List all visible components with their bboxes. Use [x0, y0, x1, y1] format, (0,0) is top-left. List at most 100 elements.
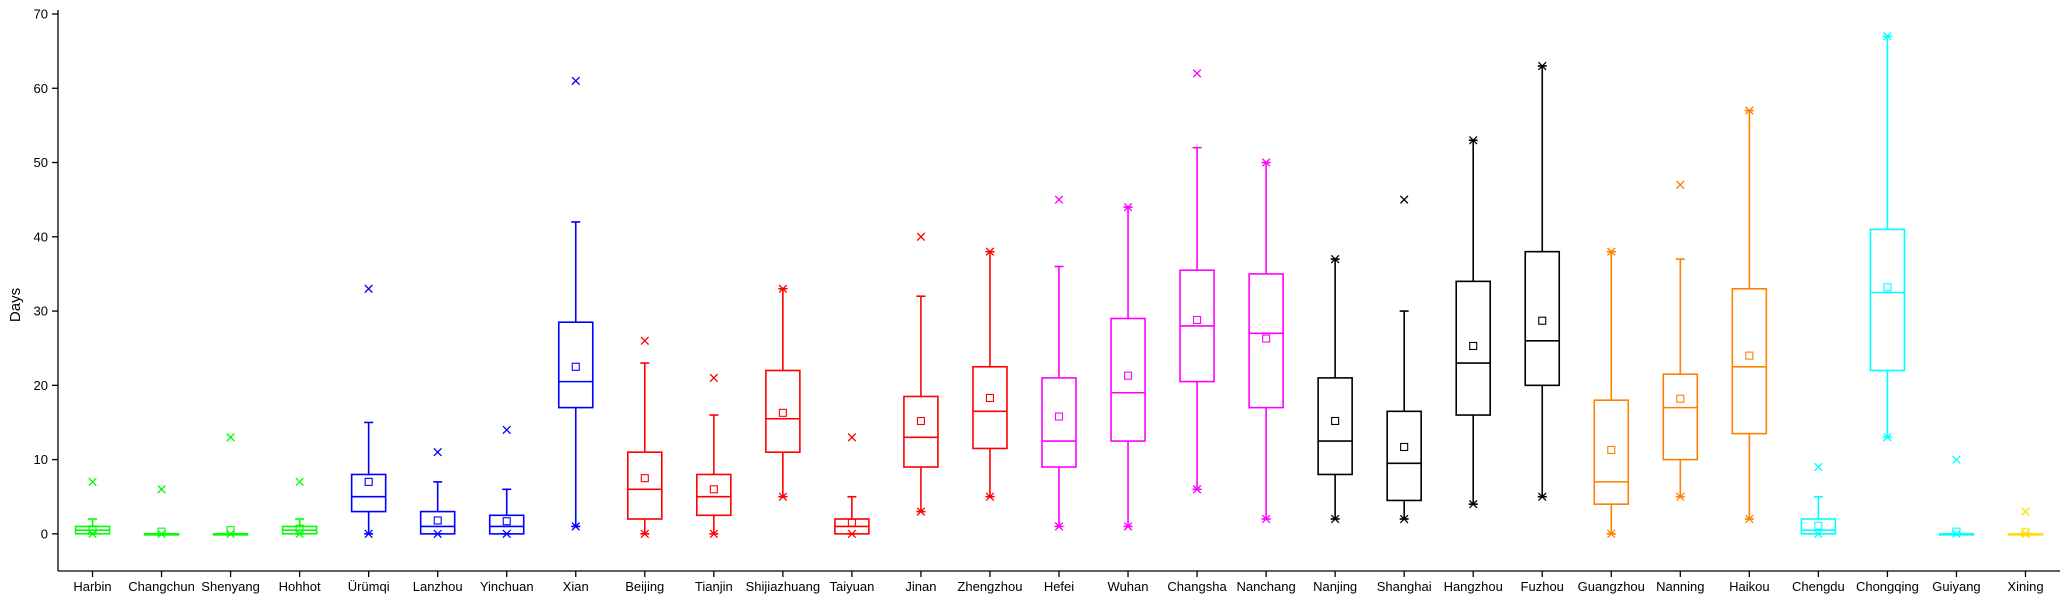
iqr-box [1662, 373, 1699, 461]
mean-marker [847, 518, 856, 527]
box-shijiazhuang [765, 284, 801, 501]
mean-marker [1814, 521, 1823, 530]
x-tick-label-9: Tianjin [695, 579, 733, 594]
min-marker [778, 492, 788, 501]
iqr-box [972, 365, 1008, 450]
box-zhengzhou [972, 247, 1008, 501]
box-wuhan [1110, 202, 1146, 531]
box-hohhot [281, 477, 318, 539]
x-tick-label-12: Jinan [905, 579, 936, 594]
box-xian [557, 76, 594, 531]
box-haikou [1731, 106, 1768, 524]
min-marker [1952, 529, 1961, 539]
box-jinan [903, 232, 939, 516]
box-hefei [1041, 195, 1077, 531]
x-tick-label-20: Hangzhou [1444, 579, 1503, 594]
box-guangzhou [1593, 247, 1630, 539]
max-marker [295, 477, 304, 487]
mean-marker [916, 416, 925, 426]
mean-marker [295, 524, 304, 533]
iqr-box [1731, 287, 1768, 435]
max-marker [1745, 106, 1754, 115]
max-marker [709, 373, 719, 383]
min-marker [1192, 485, 1202, 494]
y-tick-label: 20 [34, 378, 48, 393]
iqr-box [557, 321, 594, 409]
box-nanchang [1248, 158, 1284, 524]
mean-marker [88, 525, 97, 534]
mean-marker [1331, 416, 1340, 426]
x-tick-label-15: Wuhan [1108, 579, 1149, 594]
min-marker [1261, 514, 1271, 524]
y-tick-label: 0 [41, 526, 48, 541]
mean-marker [1883, 283, 1892, 292]
mean-marker [364, 477, 373, 486]
max-marker [1261, 158, 1271, 167]
max-marker [1330, 254, 1340, 264]
x-tick-label-27: Guiyang [1932, 579, 1980, 594]
x-tick-label-7: Xian [563, 579, 589, 594]
mean-marker [1538, 316, 1547, 325]
max-marker [502, 425, 511, 435]
iqr-box [1800, 518, 1837, 535]
x-tick-label-5: Lanzhou [413, 579, 463, 594]
box-nanning [1662, 180, 1699, 501]
x-tick-label-25: Chengdu [1792, 579, 1845, 594]
min-marker [1123, 522, 1133, 531]
iqr-box [1593, 399, 1630, 505]
x-tick-label-1: Changchun [128, 579, 195, 594]
min-marker [1468, 499, 1478, 509]
min-marker [1676, 492, 1685, 501]
iqr-box [1041, 377, 1077, 468]
min-marker [295, 529, 304, 539]
x-tick-label-13: Zhengzhou [957, 579, 1022, 594]
mean-marker [1123, 371, 1133, 380]
min-marker [1607, 529, 1616, 539]
y-axis-title: Days [7, 288, 24, 322]
x-tick-label-8: Beijing [625, 579, 664, 594]
box-fuzhou [1524, 61, 1561, 501]
mean-marker [1193, 315, 1202, 325]
box-beijing [626, 336, 663, 539]
iqr-box [696, 473, 732, 517]
max-marker [778, 284, 788, 294]
min-marker [157, 529, 166, 539]
max-marker [1676, 180, 1685, 190]
min-marker [1883, 433, 1892, 442]
min-marker [571, 522, 581, 531]
max-marker [640, 336, 650, 346]
iqr-box [626, 451, 663, 520]
x-tick-label-16: Changsha [1167, 579, 1227, 594]
mean-marker [1952, 527, 1961, 536]
box-changsha [1179, 69, 1215, 494]
max-marker [1537, 61, 1547, 71]
box-yinchuan [488, 425, 525, 539]
min-marker [847, 529, 857, 539]
iqr-box [1524, 250, 1561, 387]
x-tick-label-19: Shanghai [1377, 579, 1432, 594]
max-marker [1814, 462, 1823, 472]
max-marker [985, 247, 995, 256]
box-series [74, 32, 2044, 539]
x-tick-label-14: Hefei [1044, 579, 1074, 594]
mean-marker [157, 527, 166, 536]
y-tick-label: 40 [34, 229, 48, 244]
min-marker [2021, 529, 2030, 539]
x-tick-label-4: Ürümqi [348, 579, 390, 594]
iqr-box [1248, 273, 1284, 409]
iqr-box [1110, 317, 1146, 442]
x-tick-label-3: Hohhot [279, 579, 321, 594]
max-marker [1952, 455, 1961, 464]
box-nanjing [1317, 254, 1353, 524]
x-tick-label-6: Yinchuan [480, 579, 534, 594]
mean-marker [571, 362, 580, 371]
x-tick-label-24: Haikou [1729, 579, 1769, 594]
box-changchun [143, 485, 180, 539]
x-tick-label-0: Harbin [73, 579, 111, 594]
min-marker [1537, 492, 1547, 501]
iqr-box [765, 369, 801, 453]
min-marker [640, 529, 650, 539]
mean-marker [640, 474, 649, 483]
y-axis: 0 10 20 30 40 50 60 70 [34, 7, 59, 571]
